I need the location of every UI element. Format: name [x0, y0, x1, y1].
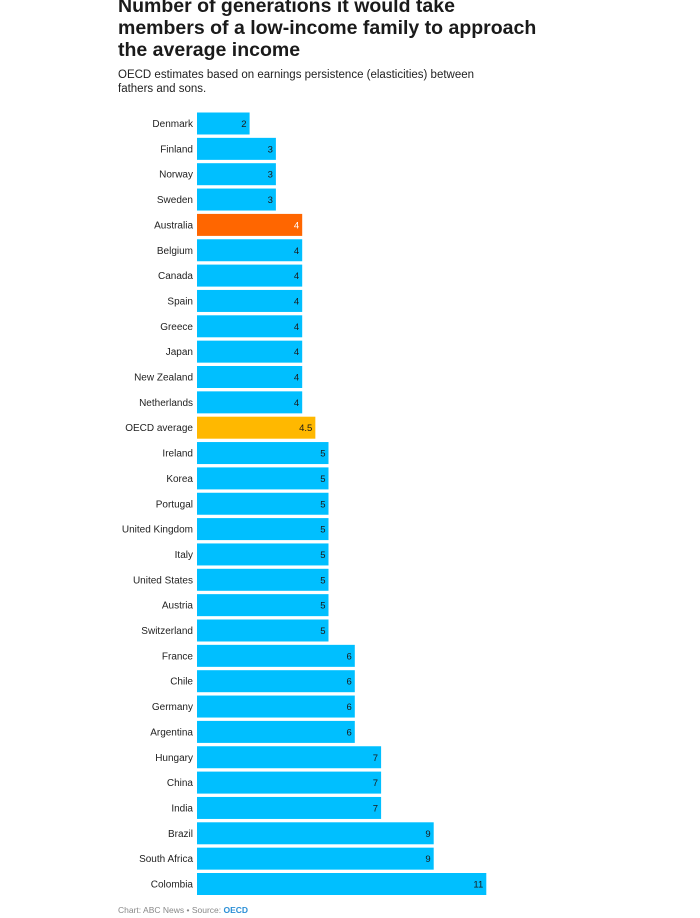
category-label-switzerland: Switzerland — [141, 626, 193, 637]
value-label-hungary: 7 — [373, 753, 378, 764]
category-label-united-kingdom: United Kingdom — [122, 525, 193, 536]
value-label-ireland: 5 — [320, 449, 325, 460]
category-label-hungary: Hungary — [155, 753, 193, 764]
chart-footer: Chart: ABC News • Source: OECD — [118, 905, 248, 915]
bar-japan[interactable] — [197, 340, 303, 363]
bar-colombia[interactable] — [197, 873, 487, 895]
value-label-sweden: 3 — [268, 195, 273, 206]
category-label-austria: Austria — [162, 601, 194, 612]
bar-canada[interactable] — [197, 264, 303, 287]
bar-china[interactable] — [197, 771, 382, 794]
category-label-united-states: United States — [133, 575, 193, 586]
value-label-united-kingdom: 5 — [320, 525, 325, 536]
value-label-oecd-average: 4.5 — [299, 423, 312, 434]
bar-ireland[interactable] — [197, 442, 329, 465]
bar-new-zealand[interactable] — [197, 366, 303, 388]
chart-subtitle: OECD estimates based on earnings persist… — [118, 69, 475, 95]
bar-australia[interactable] — [197, 213, 303, 236]
category-label-denmark: Denmark — [152, 119, 194, 130]
footer-credit: Chart: ABC News • Source: — [118, 905, 224, 915]
value-label-canada: 4 — [294, 271, 299, 282]
bar-norway[interactable] — [197, 163, 276, 186]
category-label-sweden: Sweden — [157, 195, 193, 206]
category-label-argentina: Argentina — [150, 727, 193, 738]
value-label-korea: 5 — [320, 474, 325, 485]
value-label-new-zealand: 4 — [294, 373, 299, 384]
category-label-finland: Finland — [160, 144, 193, 155]
bar-spain[interactable] — [197, 289, 303, 312]
category-label-brazil: Brazil — [168, 829, 193, 840]
value-label-austria: 5 — [320, 601, 325, 612]
bar-sweden[interactable] — [197, 188, 276, 211]
category-label-oecd-average: OECD average — [125, 423, 193, 434]
bar-germany[interactable] — [197, 695, 355, 718]
value-label-spain: 4 — [294, 296, 299, 307]
bar-italy[interactable] — [197, 543, 329, 566]
value-label-finland: 3 — [268, 144, 273, 155]
value-label-united-states: 5 — [320, 575, 325, 586]
bar-netherlands[interactable] — [197, 391, 303, 414]
category-label-belgium: Belgium — [157, 246, 193, 257]
value-label-japan: 4 — [294, 347, 299, 358]
value-label-colombia: 11 — [473, 880, 483, 891]
bar-india[interactable] — [197, 796, 382, 819]
value-label-netherlands: 4 — [294, 398, 299, 409]
category-label-france: France — [162, 651, 194, 662]
value-label-germany: 6 — [347, 702, 352, 713]
value-label-portugal: 5 — [320, 499, 325, 510]
category-label-greece: Greece — [160, 322, 193, 333]
bar-greece[interactable] — [197, 315, 303, 338]
category-label-italy: Italy — [175, 550, 193, 561]
value-label-norway: 3 — [268, 170, 273, 181]
category-label-australia: Australia — [154, 220, 193, 231]
category-label-korea: Korea — [166, 474, 193, 485]
bar-south-africa[interactable] — [197, 847, 434, 870]
value-label-italy: 5 — [320, 550, 325, 561]
value-label-france: 6 — [347, 651, 352, 662]
category-label-portugal: Portugal — [156, 499, 193, 510]
category-label-netherlands: Netherlands — [139, 398, 193, 409]
value-label-china: 7 — [373, 778, 378, 789]
bar-hungary[interactable] — [197, 746, 382, 769]
category-label-south-africa: South Africa — [139, 854, 193, 865]
category-label-germany: Germany — [152, 702, 193, 713]
value-label-india: 7 — [373, 803, 378, 814]
category-label-japan: Japan — [166, 347, 193, 358]
category-label-spain: Spain — [167, 296, 193, 307]
category-label-canada: Canada — [158, 271, 193, 282]
value-label-brazil: 9 — [425, 829, 430, 840]
bar-austria[interactable] — [197, 594, 329, 617]
value-label-switzerland: 5 — [320, 626, 325, 637]
value-label-greece: 4 — [294, 322, 299, 333]
bar-united-states[interactable] — [197, 568, 329, 591]
bar-switzerland[interactable] — [197, 619, 329, 642]
category-label-ireland: Ireland — [162, 449, 193, 460]
bar-finland[interactable] — [197, 137, 276, 160]
category-label-chile: Chile — [170, 677, 193, 688]
value-label-australia: 4 — [294, 220, 299, 231]
category-label-norway: Norway — [159, 170, 193, 181]
category-label-colombia: Colombia — [151, 880, 194, 891]
bar-france[interactable] — [197, 644, 355, 667]
category-label-china: China — [167, 778, 194, 789]
bar-chile[interactable] — [197, 670, 355, 693]
value-label-argentina: 6 — [347, 727, 352, 738]
bar-belgium[interactable] — [197, 239, 303, 262]
bar-korea[interactable] — [197, 467, 329, 490]
value-label-south-africa: 9 — [425, 854, 430, 865]
bar-oecd-average[interactable] — [197, 416, 316, 439]
bar-argentina[interactable] — [197, 720, 355, 743]
chart-title: Number of generations it would take memb… — [118, 0, 537, 61]
value-label-belgium: 4 — [294, 246, 299, 257]
bar-denmark[interactable] — [197, 112, 250, 135]
category-label-india: India — [171, 803, 193, 814]
bar-brazil[interactable] — [197, 822, 434, 845]
source-link[interactable]: OECD — [223, 905, 249, 915]
category-label-new-zealand: New Zealand — [134, 373, 193, 384]
value-label-chile: 6 — [347, 677, 352, 688]
value-label-denmark: 2 — [241, 119, 246, 130]
bar-united-kingdom[interactable] — [197, 518, 329, 541]
bar-portugal[interactable] — [197, 492, 329, 515]
